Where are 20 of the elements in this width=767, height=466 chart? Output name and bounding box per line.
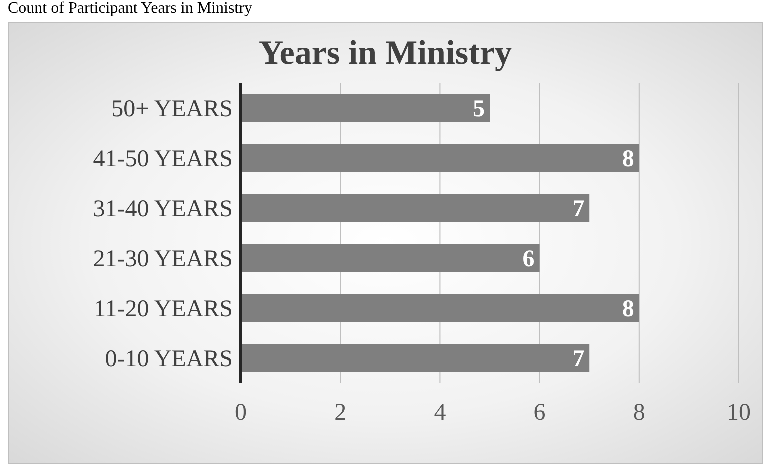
chart-title: Years in Ministry	[258, 35, 514, 73]
y-tick-label: 11-20 YEARS	[94, 296, 233, 323]
x-tick-label: 2	[334, 400, 347, 426]
data-label: 8	[622, 146, 634, 173]
data-label: 5	[473, 96, 485, 123]
data-label: 7	[572, 196, 585, 223]
x-tick-label: 10	[727, 400, 751, 426]
data-label: 8	[622, 296, 634, 323]
data-label: 7	[572, 346, 585, 373]
y-tick-label: 41-50 YEARS	[93, 146, 233, 173]
y-tick-label: 21-30 YEARS	[93, 246, 233, 273]
y-tick-label: 0-10 YEARS	[105, 346, 233, 373]
data-label: 6	[522, 246, 535, 273]
x-tick-label: 6	[534, 400, 546, 426]
y-tick-label: 50+ YEARS	[112, 96, 233, 123]
x-tick-label: 0	[235, 400, 247, 426]
x-tick-label: 8	[633, 400, 646, 426]
x-tick-label: 4	[434, 400, 446, 426]
text: Count of Participant Years in Ministry	[8, 0, 252, 18]
y-tick-label: 31-40 YEARS	[93, 196, 233, 223]
